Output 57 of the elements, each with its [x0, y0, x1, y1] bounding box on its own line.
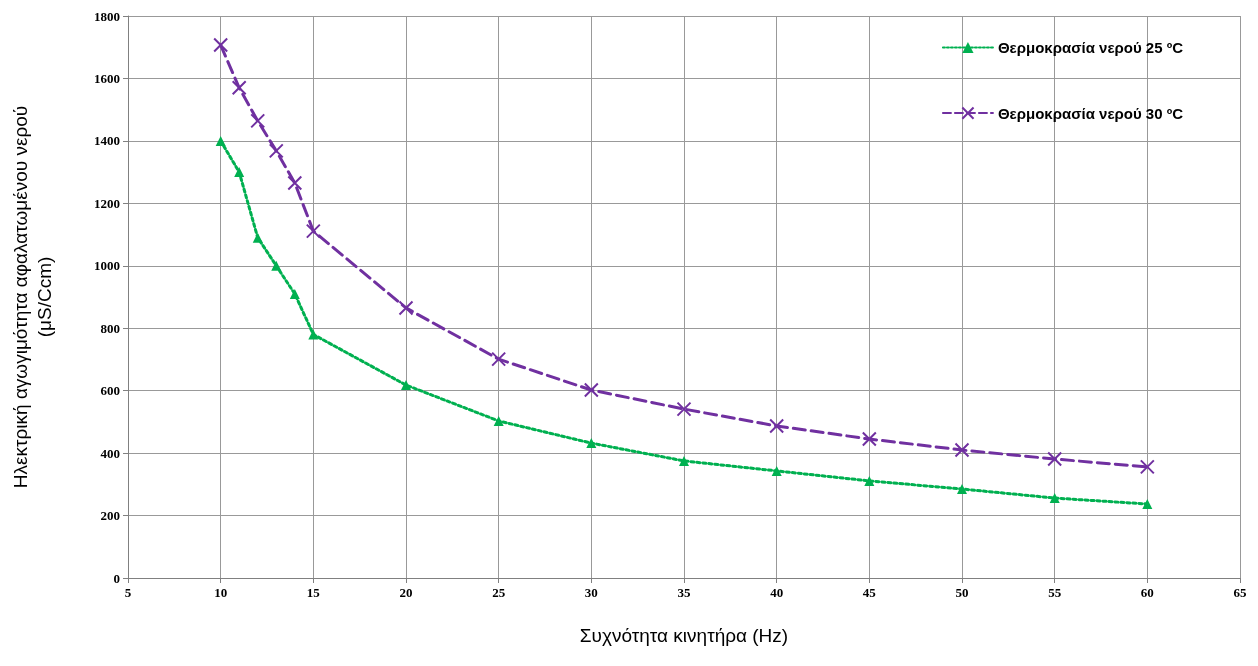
- point: [305, 223, 321, 239]
- x-tick-label: 40: [770, 585, 784, 600]
- point: [861, 431, 877, 447]
- y-tick-label: 200: [100, 508, 120, 524]
- point: [213, 37, 229, 53]
- point: [864, 475, 875, 486]
- point: [308, 329, 319, 340]
- point: [268, 143, 284, 159]
- x-tick-label: 55: [1048, 585, 1062, 600]
- legend-label: Θερμοκρασία νερού 25 ºC: [997, 39, 1184, 56]
- point: [271, 260, 282, 271]
- y-tick-label: 400: [100, 445, 120, 461]
- point: [1047, 451, 1063, 467]
- x-tick-label: 30: [584, 585, 598, 600]
- x-tick-label: 20: [399, 585, 413, 600]
- point: [1142, 499, 1153, 509]
- x-tick-label: 45: [862, 585, 877, 600]
- y-tick-label: 1800: [94, 8, 120, 24]
- y-axis-title: Ηλεκτρική αγωγιμότητα αφαλατωμένου νερού (μS/Ccm): [9, 105, 55, 489]
- x-tick-label: 15: [306, 585, 321, 600]
- point: [586, 438, 597, 449]
- point: [769, 418, 785, 434]
- x-tick-label: 5: [124, 585, 132, 600]
- point: [1049, 493, 1060, 504]
- y-tick-label: 1400: [94, 133, 120, 149]
- point: [493, 415, 504, 426]
- x-tick-label: 60: [1140, 585, 1154, 600]
- point: [215, 135, 226, 146]
- point: [252, 232, 263, 243]
- x-axis-title: Συχνότητα κινητήρα (Hz): [579, 625, 789, 646]
- x-tick-label: 35: [677, 585, 691, 600]
- y-tick-label: 1000: [94, 258, 120, 274]
- point: [957, 484, 967, 495]
- point: [954, 442, 970, 458]
- point: [287, 175, 303, 191]
- x-tick-label: 10: [214, 585, 228, 600]
- point: [679, 455, 689, 466]
- point: [583, 382, 599, 398]
- point: [771, 465, 782, 476]
- y-tick-label: 1600: [94, 70, 120, 86]
- point: [676, 401, 692, 417]
- x-tick-label: 50: [955, 585, 969, 600]
- legend-label: Θερμοκρασία νερού 30 ºC: [997, 104, 1184, 122]
- x-tick-label: 25: [492, 585, 506, 600]
- point: [250, 113, 266, 129]
- y-tick-label: 800: [100, 320, 120, 336]
- point: [231, 80, 247, 96]
- y-tick-label: 1200: [94, 195, 120, 211]
- point: [491, 351, 507, 367]
- y-tick-label: 0: [113, 570, 120, 586]
- point: [234, 167, 245, 178]
- point: [398, 300, 414, 316]
- point: [289, 288, 300, 299]
- point: [1139, 459, 1155, 475]
- x-tick-label: 65: [1233, 585, 1247, 600]
- point: [401, 380, 411, 391]
- y-tick-label: 600: [100, 383, 120, 399]
